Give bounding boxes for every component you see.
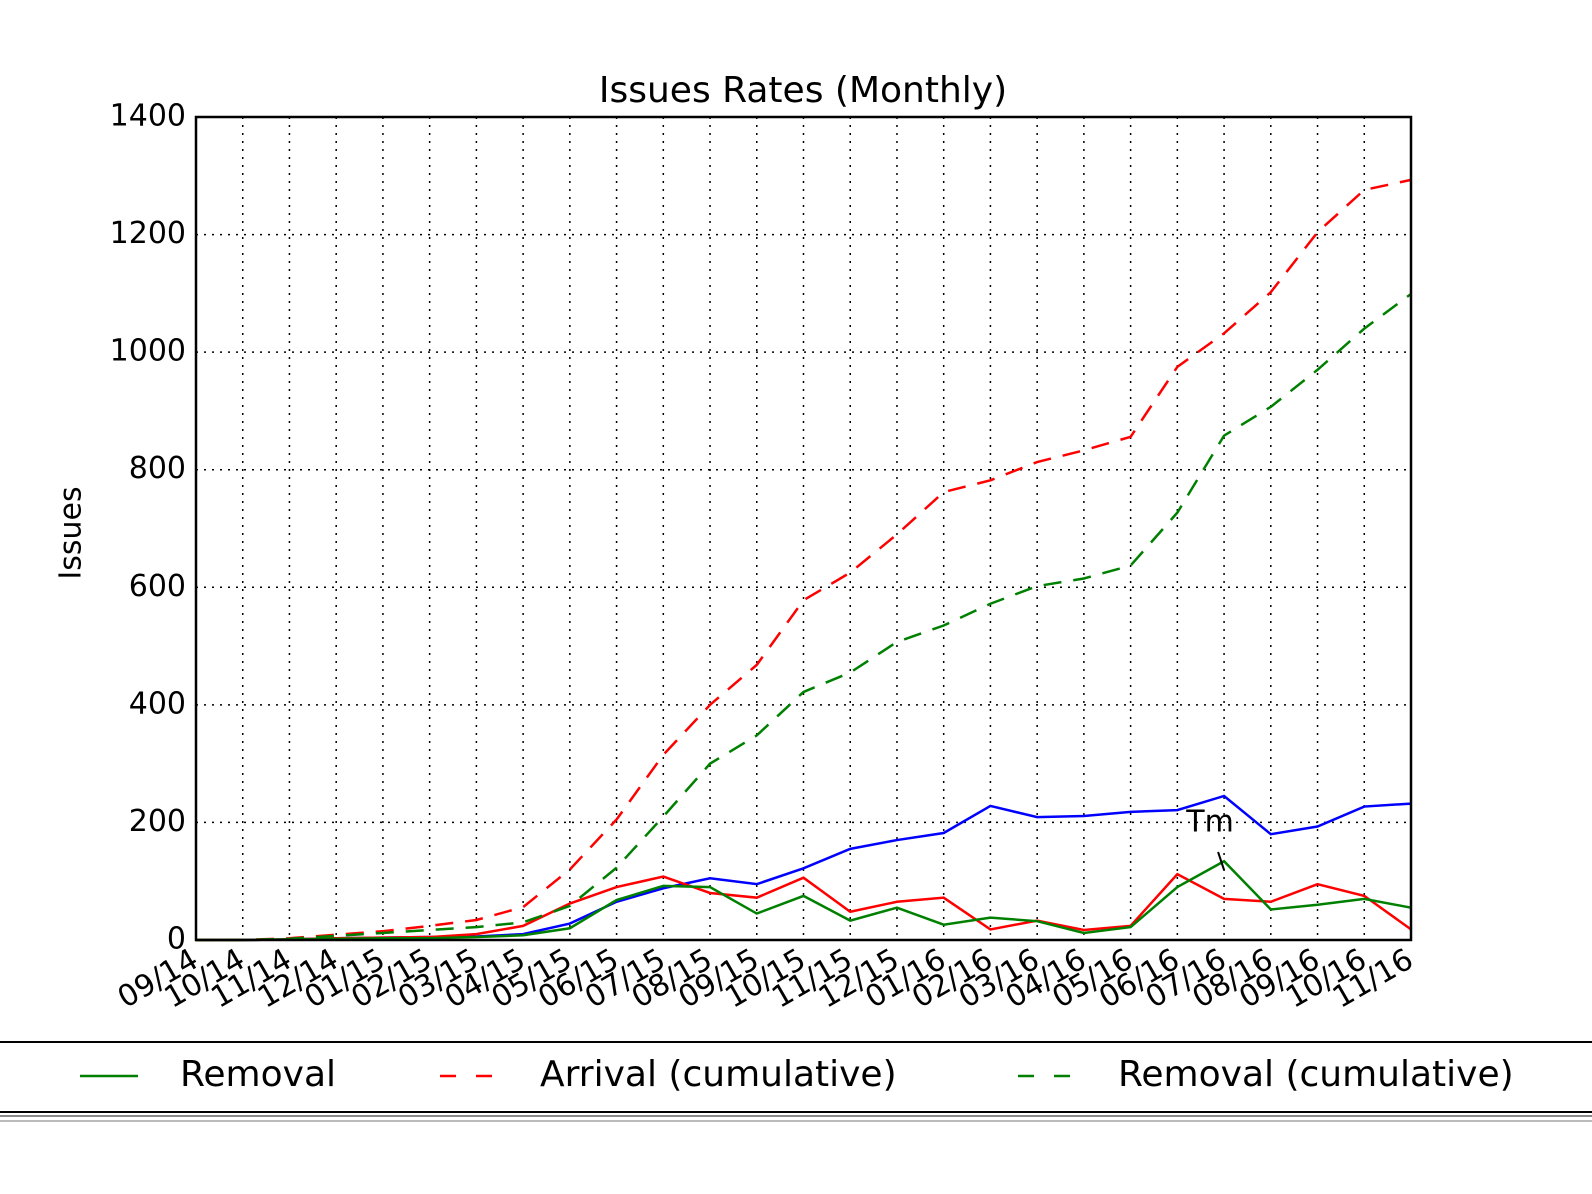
annotation: Tm xyxy=(1185,805,1234,840)
legend-label: Removal xyxy=(180,1054,336,1095)
legend-label: Removal (cumulative) xyxy=(1118,1054,1514,1095)
y-tick-label: 200 xyxy=(129,804,186,839)
plot-frame xyxy=(194,115,1413,942)
plot-area: 020040060080010001200140009/1410/1411/14… xyxy=(110,99,1420,1016)
y-tick-label: 800 xyxy=(129,451,186,486)
y-tick-label: 1400 xyxy=(110,99,186,134)
legend-box xyxy=(0,1041,1592,1113)
y-tick-label: 400 xyxy=(129,686,186,721)
series-line xyxy=(196,859,1412,942)
y-axis-label: Issues xyxy=(54,486,89,579)
chart-title: Issues Rates (Monthly) xyxy=(599,70,1007,111)
series-line xyxy=(196,872,1412,942)
series-line xyxy=(196,292,1412,942)
y-tick-label: 1200 xyxy=(110,216,186,251)
y-tick-label: 600 xyxy=(129,569,186,604)
series-line xyxy=(196,178,1412,942)
annotation-arrow xyxy=(1217,851,1226,871)
y-tick-label: 0 xyxy=(167,922,186,957)
legend-label: Arrival (cumulative) xyxy=(540,1054,897,1095)
y-tick-label: 1000 xyxy=(110,334,186,369)
